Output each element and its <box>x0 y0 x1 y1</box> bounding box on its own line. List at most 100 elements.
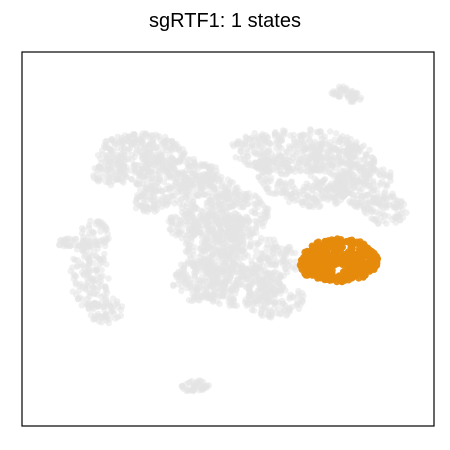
background-cell <box>344 146 351 153</box>
background-cell <box>245 190 252 197</box>
background-cell <box>104 144 112 151</box>
background-cell <box>270 250 277 257</box>
background-cell <box>223 237 231 244</box>
background-cell <box>263 209 270 217</box>
background-cell <box>293 149 301 156</box>
background-cell <box>291 197 298 204</box>
background-cell <box>392 204 399 212</box>
background-cell <box>83 281 90 288</box>
background-cell <box>209 226 216 234</box>
highlighted-cell <box>373 260 380 267</box>
background-cell <box>196 219 203 226</box>
background-cell <box>137 170 144 177</box>
background-cell <box>169 140 176 147</box>
background-cell <box>183 232 191 239</box>
background-cell <box>273 309 280 317</box>
background-cell <box>327 170 335 177</box>
background-cell <box>316 142 324 149</box>
highlighted-cell <box>335 272 343 279</box>
background-cell <box>308 146 316 153</box>
background-cell <box>335 186 342 193</box>
background-cell <box>228 270 235 277</box>
background-cell <box>271 268 279 275</box>
background-cell <box>311 175 318 182</box>
background-cell <box>312 138 319 146</box>
background-cell <box>255 139 262 147</box>
highlighted-cell <box>296 261 304 269</box>
background-cell <box>214 218 221 225</box>
background-cell <box>185 280 192 288</box>
background-cell <box>211 279 218 286</box>
background-cell <box>205 219 212 226</box>
background-cell <box>209 248 216 255</box>
background-cell <box>139 193 147 200</box>
background-cell <box>73 263 81 270</box>
highlighted-cell <box>366 255 373 262</box>
background-cell <box>204 235 211 242</box>
background-cell <box>96 313 103 320</box>
background-cell <box>99 236 107 243</box>
background-cell <box>365 161 373 168</box>
background-cell <box>282 265 290 272</box>
highlighted-cell <box>357 247 365 254</box>
background-cell <box>330 157 337 164</box>
background-cell <box>184 161 191 168</box>
background-cell <box>102 313 109 320</box>
background-cell <box>399 206 406 213</box>
background-cell <box>125 133 132 140</box>
background-cell <box>229 285 236 292</box>
background-cell <box>383 181 391 188</box>
highlighted-cell <box>335 246 343 254</box>
background-cell <box>120 165 127 172</box>
background-cell <box>255 165 262 173</box>
highlighted-cell <box>347 274 355 281</box>
background-cell <box>273 275 281 282</box>
background-cell <box>98 319 105 326</box>
background-cell <box>219 208 226 216</box>
background-cells <box>55 83 410 395</box>
background-cell <box>203 273 210 281</box>
background-cell <box>270 236 277 243</box>
background-cell <box>237 148 244 155</box>
background-cell <box>266 161 273 168</box>
background-cell <box>244 214 251 222</box>
background-cell <box>164 193 172 200</box>
background-cell <box>201 173 208 181</box>
highlighted-cell <box>345 252 353 259</box>
background-cell <box>90 316 97 323</box>
background-cell <box>255 195 263 203</box>
background-cell <box>241 158 248 165</box>
background-cell <box>191 386 198 393</box>
background-cell <box>184 274 192 281</box>
background-cell <box>212 194 219 201</box>
background-cell <box>277 287 285 294</box>
background-cell <box>177 261 185 268</box>
highlighted-cell <box>355 256 363 263</box>
background-cell <box>348 97 355 105</box>
background-cell <box>267 177 274 185</box>
background-cell <box>85 224 93 231</box>
background-cell <box>218 233 226 240</box>
background-cell <box>176 229 183 236</box>
background-cell <box>235 225 243 233</box>
background-cell <box>224 187 231 194</box>
background-cell <box>327 128 334 135</box>
background-cell <box>89 277 97 285</box>
background-cell <box>97 273 104 281</box>
background-cell <box>84 295 91 303</box>
background-cell <box>282 179 289 187</box>
background-cell <box>254 265 261 272</box>
background-cell <box>341 159 348 167</box>
background-cell <box>376 198 384 205</box>
background-cell <box>246 136 254 143</box>
background-cell <box>228 237 235 244</box>
highlighted-cell <box>364 245 371 252</box>
background-cell <box>261 250 268 257</box>
background-cell <box>305 192 312 200</box>
background-cell <box>98 147 106 154</box>
background-cell <box>367 168 374 175</box>
background-cell <box>308 167 315 174</box>
background-cell <box>110 159 117 166</box>
background-cell <box>193 191 200 199</box>
background-cell <box>250 307 258 314</box>
